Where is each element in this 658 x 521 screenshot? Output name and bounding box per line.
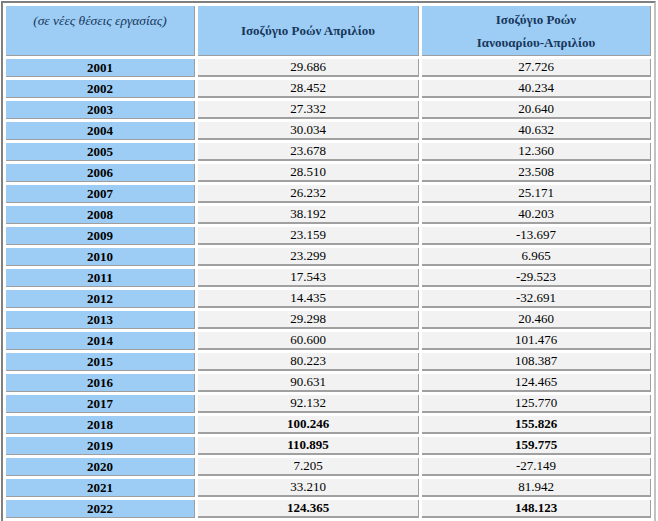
table-row: 2022 124.365 148.123 <box>6 500 651 518</box>
table-row: 2011 17.543 -29.523 <box>6 269 651 287</box>
april-balance-cell: 14.435 <box>198 290 419 308</box>
jan-april-balance-cell: 27.726 <box>422 59 651 77</box>
april-balance-cell: 124.365 <box>198 500 419 518</box>
jan-april-balance-cell: -13.697 <box>422 227 651 245</box>
jan-april-balance-cell: 159.775 <box>422 437 651 455</box>
year-cell: 2005 <box>6 143 195 161</box>
april-balance-cell: 28.452 <box>198 80 419 98</box>
table-row: 2007 26.232 25.171 <box>6 185 651 203</box>
april-balance-cell: 90.631 <box>198 374 419 392</box>
april-balance-cell: 26.232 <box>198 185 419 203</box>
table-row: 2005 23.678 12.360 <box>6 143 651 161</box>
jan-april-balance-cell: 108.387 <box>422 353 651 371</box>
table-body: 2001 29.686 27.726 2002 28.452 40.234 20… <box>6 59 651 518</box>
table-row: 2021 33.210 81.942 <box>6 479 651 497</box>
table-row: 2019 110.895 159.775 <box>6 437 651 455</box>
table-row: 2013 29.298 20.460 <box>6 311 651 329</box>
year-cell: 2009 <box>6 227 195 245</box>
april-balance-cell: 29.298 <box>198 311 419 329</box>
april-balance-cell: 92.132 <box>198 395 419 413</box>
column-header-april-balance: Ισοζύγιο Ροών Απριλίου <box>198 6 419 56</box>
jan-april-balance-cell: 25.171 <box>422 185 651 203</box>
column-header-jan-april-line2: Ιανουαρίου-Απριλίου <box>422 31 650 54</box>
jan-april-balance-cell: -27.149 <box>422 458 651 476</box>
jan-april-balance-cell: 101.476 <box>422 332 651 350</box>
corner-unit-label: (σε νέες θέσεις εργασίας) <box>6 6 195 56</box>
april-balance-cell: 29.686 <box>198 59 419 77</box>
column-header-jan-april-balance: Ισοζύγιο Ροών Ιανουαρίου-Απριλίου <box>422 6 651 56</box>
jan-april-balance-cell: 40.234 <box>422 80 651 98</box>
year-cell: 2022 <box>6 500 195 518</box>
jan-april-balance-cell: -29.523 <box>422 269 651 287</box>
labor-flows-table: (σε νέες θέσεις εργασίας) Ισοζύγιο Ροών … <box>1 1 656 521</box>
table-row: 2008 38.192 40.203 <box>6 206 651 224</box>
jan-april-balance-cell: 23.508 <box>422 164 651 182</box>
table-row: 2014 60.600 101.476 <box>6 332 651 350</box>
jan-april-balance-cell: 20.460 <box>422 311 651 329</box>
april-balance-cell: 33.210 <box>198 479 419 497</box>
jan-april-balance-cell: 81.942 <box>422 479 651 497</box>
table-row: 2015 80.223 108.387 <box>6 353 651 371</box>
april-balance-cell: 23.299 <box>198 248 419 266</box>
year-cell: 2004 <box>6 122 195 140</box>
header-row: (σε νέες θέσεις εργασίας) Ισοζύγιο Ροών … <box>6 6 651 56</box>
jan-april-balance-cell: 155.826 <box>422 416 651 434</box>
jan-april-balance-cell: 12.360 <box>422 143 651 161</box>
table-row: 2006 28.510 23.508 <box>6 164 651 182</box>
april-balance-cell: 30.034 <box>198 122 419 140</box>
jan-april-balance-cell: 40.632 <box>422 122 651 140</box>
april-balance-cell: 28.510 <box>198 164 419 182</box>
year-cell: 2017 <box>6 395 195 413</box>
april-balance-cell: 60.600 <box>198 332 419 350</box>
year-cell: 2011 <box>6 269 195 287</box>
year-cell: 2016 <box>6 374 195 392</box>
column-header-jan-april-line1: Ισοζύγιο Ροών <box>422 8 650 31</box>
jan-april-balance-cell: 6.965 <box>422 248 651 266</box>
table-row: 2020 7.205 -27.149 <box>6 458 651 476</box>
april-balance-cell: 100.246 <box>198 416 419 434</box>
year-cell: 2007 <box>6 185 195 203</box>
year-cell: 2010 <box>6 248 195 266</box>
jan-april-balance-cell: 40.203 <box>422 206 651 224</box>
april-balance-cell: 80.223 <box>198 353 419 371</box>
table-row: 2012 14.435 -32.691 <box>6 290 651 308</box>
year-cell: 2021 <box>6 479 195 497</box>
year-cell: 2014 <box>6 332 195 350</box>
jan-april-balance-cell: -32.691 <box>422 290 651 308</box>
april-balance-cell: 27.332 <box>198 101 419 119</box>
year-cell: 2003 <box>6 101 195 119</box>
table-row: 2002 28.452 40.234 <box>6 80 651 98</box>
table-row: 2001 29.686 27.726 <box>6 59 651 77</box>
april-balance-cell: 7.205 <box>198 458 419 476</box>
jan-april-balance-cell: 124.465 <box>422 374 651 392</box>
year-cell: 2002 <box>6 80 195 98</box>
table-row: 2018 100.246 155.826 <box>6 416 651 434</box>
year-cell: 2008 <box>6 206 195 224</box>
year-cell: 2013 <box>6 311 195 329</box>
table-row: 2003 27.332 20.640 <box>6 101 651 119</box>
table-row: 2009 23.159 -13.697 <box>6 227 651 245</box>
table-row: 2004 30.034 40.632 <box>6 122 651 140</box>
year-cell: 2019 <box>6 437 195 455</box>
year-cell: 2018 <box>6 416 195 434</box>
jan-april-balance-cell: 20.640 <box>422 101 651 119</box>
year-cell: 2001 <box>6 59 195 77</box>
table-row: 2016 90.631 124.465 <box>6 374 651 392</box>
april-balance-cell: 23.678 <box>198 143 419 161</box>
table-header: (σε νέες θέσεις εργασίας) Ισοζύγιο Ροών … <box>6 6 651 56</box>
april-balance-cell: 17.543 <box>198 269 419 287</box>
year-cell: 2012 <box>6 290 195 308</box>
april-balance-cell: 110.895 <box>198 437 419 455</box>
year-cell: 2006 <box>6 164 195 182</box>
year-cell: 2020 <box>6 458 195 476</box>
jan-april-balance-cell: 125.770 <box>422 395 651 413</box>
year-cell: 2015 <box>6 353 195 371</box>
table-row: 2010 23.299 6.965 <box>6 248 651 266</box>
april-balance-cell: 38.192 <box>198 206 419 224</box>
table-row: 2017 92.132 125.770 <box>6 395 651 413</box>
jan-april-balance-cell: 148.123 <box>422 500 651 518</box>
april-balance-cell: 23.159 <box>198 227 419 245</box>
